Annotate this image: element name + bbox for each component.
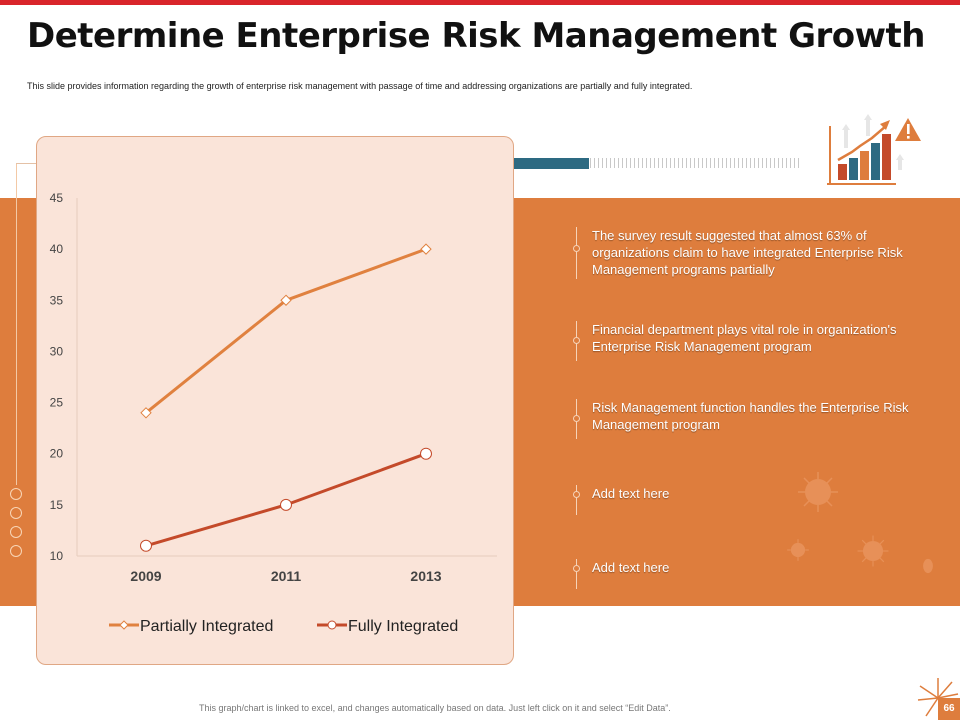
x-tick-label: 2013	[410, 568, 441, 584]
bullet-text: Financial department plays vital role in…	[592, 322, 897, 354]
page-subtitle: This slide provides information regardin…	[27, 81, 693, 91]
y-tick-label: 20	[50, 447, 64, 461]
legend-label: Fully Integrated	[348, 618, 458, 635]
footer-note: This graph/chart is linked to excel, and…	[199, 703, 671, 713]
bullet-text: Risk Management function handles the Ent…	[592, 400, 909, 432]
data-point-circle	[420, 447, 432, 460]
x-tick-label: 2009	[130, 568, 161, 584]
page-title: Determine Enterprise Risk Management Gro…	[27, 16, 925, 56]
page-number: 66	[938, 698, 960, 720]
chart-panel: 10 15 20 25 30 35 40 45 2009 2011 2013 Partially In…	[36, 136, 514, 665]
page-burst-decor	[917, 678, 959, 717]
data-point-diamond	[140, 407, 152, 419]
virus-icon	[923, 558, 933, 574]
y-tick-label: 30	[50, 344, 64, 358]
tick-stripe	[590, 158, 802, 168]
data-point-diamond	[280, 294, 292, 306]
y-tick-label: 10	[50, 549, 64, 563]
bullet-text: The survey result suggested that almost …	[592, 228, 903, 277]
left-decor-circles	[10, 488, 24, 564]
data-point-diamond	[420, 243, 432, 255]
data-point-circle	[280, 498, 292, 511]
virus-icon	[857, 535, 889, 567]
decor-circle	[10, 488, 22, 500]
series-line-partially-integrated	[145, 247, 427, 414]
left-decor-connector	[16, 163, 40, 164]
virus-icon	[798, 472, 838, 512]
top-accent-bar	[0, 0, 960, 5]
decor-circle	[10, 545, 22, 557]
bullet-text: Add text here	[592, 560, 670, 575]
bullet-text: Add text here	[592, 486, 670, 501]
y-tick-label: 15	[50, 498, 64, 512]
y-tick-label: 35	[50, 293, 64, 307]
line-chart: 10 15 20 25 30 35 40 45 2009 2011 2013 Partially In…	[50, 191, 497, 635]
y-tick-label: 25	[50, 396, 64, 410]
legend-label: Partially Integrated	[140, 618, 273, 635]
virus-icon	[787, 539, 809, 561]
y-tick-label: 45	[50, 191, 64, 205]
data-point-circle	[140, 539, 152, 552]
warning-icon	[895, 118, 921, 141]
decor-circle	[10, 507, 22, 519]
legend-marker-diamond	[119, 620, 129, 630]
legend-marker-circle	[327, 620, 337, 630]
x-tick-label: 2011	[271, 568, 302, 584]
left-decor-line	[16, 163, 17, 485]
growth-chart-icon	[827, 114, 921, 185]
y-tick-label: 40	[50, 242, 64, 256]
decor-circle	[10, 526, 22, 538]
